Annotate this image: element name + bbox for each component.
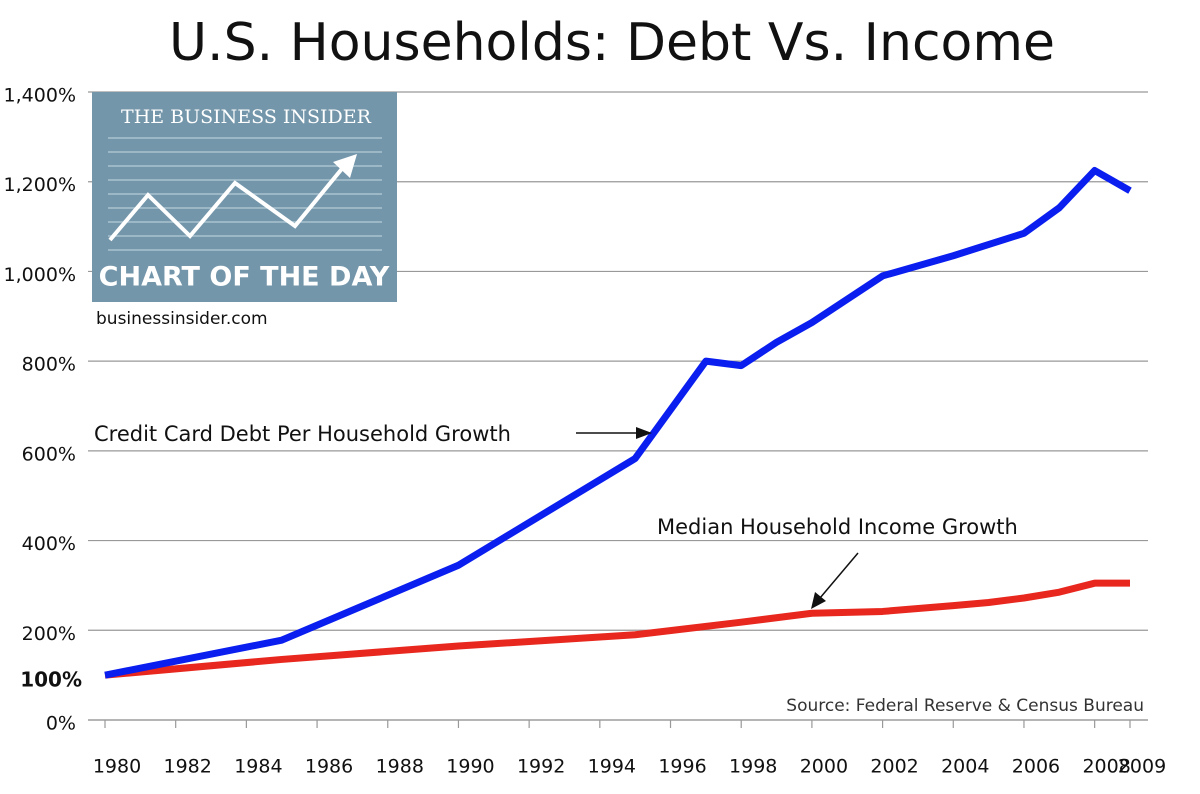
x-tick-label: 2008 [1082,756,1130,778]
logo: THE BUSINESS INSIDER CHART OF THE DAY bu… [92,92,397,329]
y-tick-label: 100% [20,668,82,692]
logo-arrowhead [333,154,357,178]
logo-zigzag [108,163,347,242]
annotation: Credit Card Debt Per Household Growth [94,422,511,446]
logo-url: businessinsider.com [96,309,268,329]
y-tick-label: 1,000% [4,264,76,286]
x-tick-label: 1990 [446,756,494,778]
y-tick-label: 800% [22,354,76,376]
source: Source: Federal Reserve & Census Bureau [786,696,1144,716]
annotation-arrowhead [636,427,652,439]
x-tick-label: 2002 [870,756,918,778]
y-tick-label: 1,400% [4,85,76,107]
x-tick-label: 2006 [1012,756,1060,778]
x-tick-label: 1984 [234,756,282,778]
x-tick-label: 1988 [376,756,424,778]
logo-tagline: CHART OF THE DAY [99,262,390,293]
y-tick-label: 0% [46,713,76,735]
x-tick-label: 1992 [517,756,565,778]
annotation-arrow [819,552,859,599]
x-tick-label: 1994 [588,756,636,778]
x-tick-label: 1986 [305,756,353,778]
logo-box [92,92,397,302]
logo-brand: THE BUSINESS INSIDER [121,106,372,128]
x-tick-label: 1980 [93,756,141,778]
series-line [104,579,1130,679]
y-tick-label: 1,200% [4,174,76,196]
x-tick-label: 1982 [164,756,212,778]
x-tick-label: 2009 [1118,756,1166,778]
x-tick-label: 2004 [941,756,989,778]
y-tick-label: 400% [22,533,76,555]
x-tick-label: 1996 [658,756,706,778]
annotation: Median Household Income Growth [657,515,1018,539]
y-tick-label: 600% [22,443,76,465]
x-tick-label: 1998 [729,756,777,778]
chart-title: U.S. Households: Debt Vs. Income [169,13,1055,73]
series-line [104,167,1132,679]
x-tick-label: 2000 [800,756,848,778]
annotation-arrowhead [811,592,826,609]
y-tick-label: 200% [22,623,76,645]
